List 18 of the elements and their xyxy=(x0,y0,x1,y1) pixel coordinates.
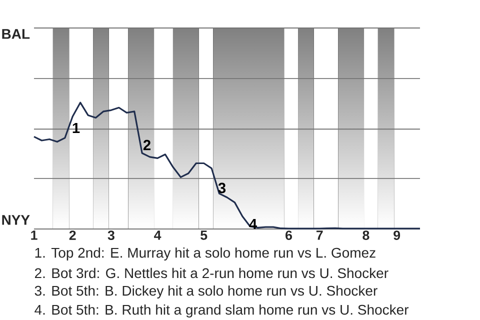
text: BAL xyxy=(2,29,30,39)
x-tick-label: 9 xyxy=(394,230,400,240)
x-tick-label: 8 xyxy=(362,230,370,240)
x-tick-label: 6 xyxy=(286,230,292,240)
text: 1. Top 2nd: E. Murray hit a solo home run vs L. Gomez xyxy=(35,247,376,261)
x-tick-label: 4 xyxy=(154,230,162,240)
x-tick-label: 3 xyxy=(108,230,114,240)
x-tick-label: 1 xyxy=(31,230,38,240)
annotation: 2 xyxy=(143,140,150,150)
x-tick-label: 5 xyxy=(200,230,208,240)
annotation: 1 xyxy=(72,122,80,134)
text: 4. Bot 5th: B. Ruth hit a grand slam home run vs U. Shocker xyxy=(34,304,409,318)
x-tick-label: 7 xyxy=(316,230,323,240)
text: 3. Bot 5th: B. Dickey hit a solo home run vs U. Shocker xyxy=(34,285,378,299)
text: NYY xyxy=(2,215,30,225)
x-tick-label: 2 xyxy=(69,230,76,240)
text: 2. Bot 3rd: G. Nettles hit a 2-run home run vs U. Shocker xyxy=(34,268,388,278)
annotation: 3 xyxy=(218,182,226,194)
